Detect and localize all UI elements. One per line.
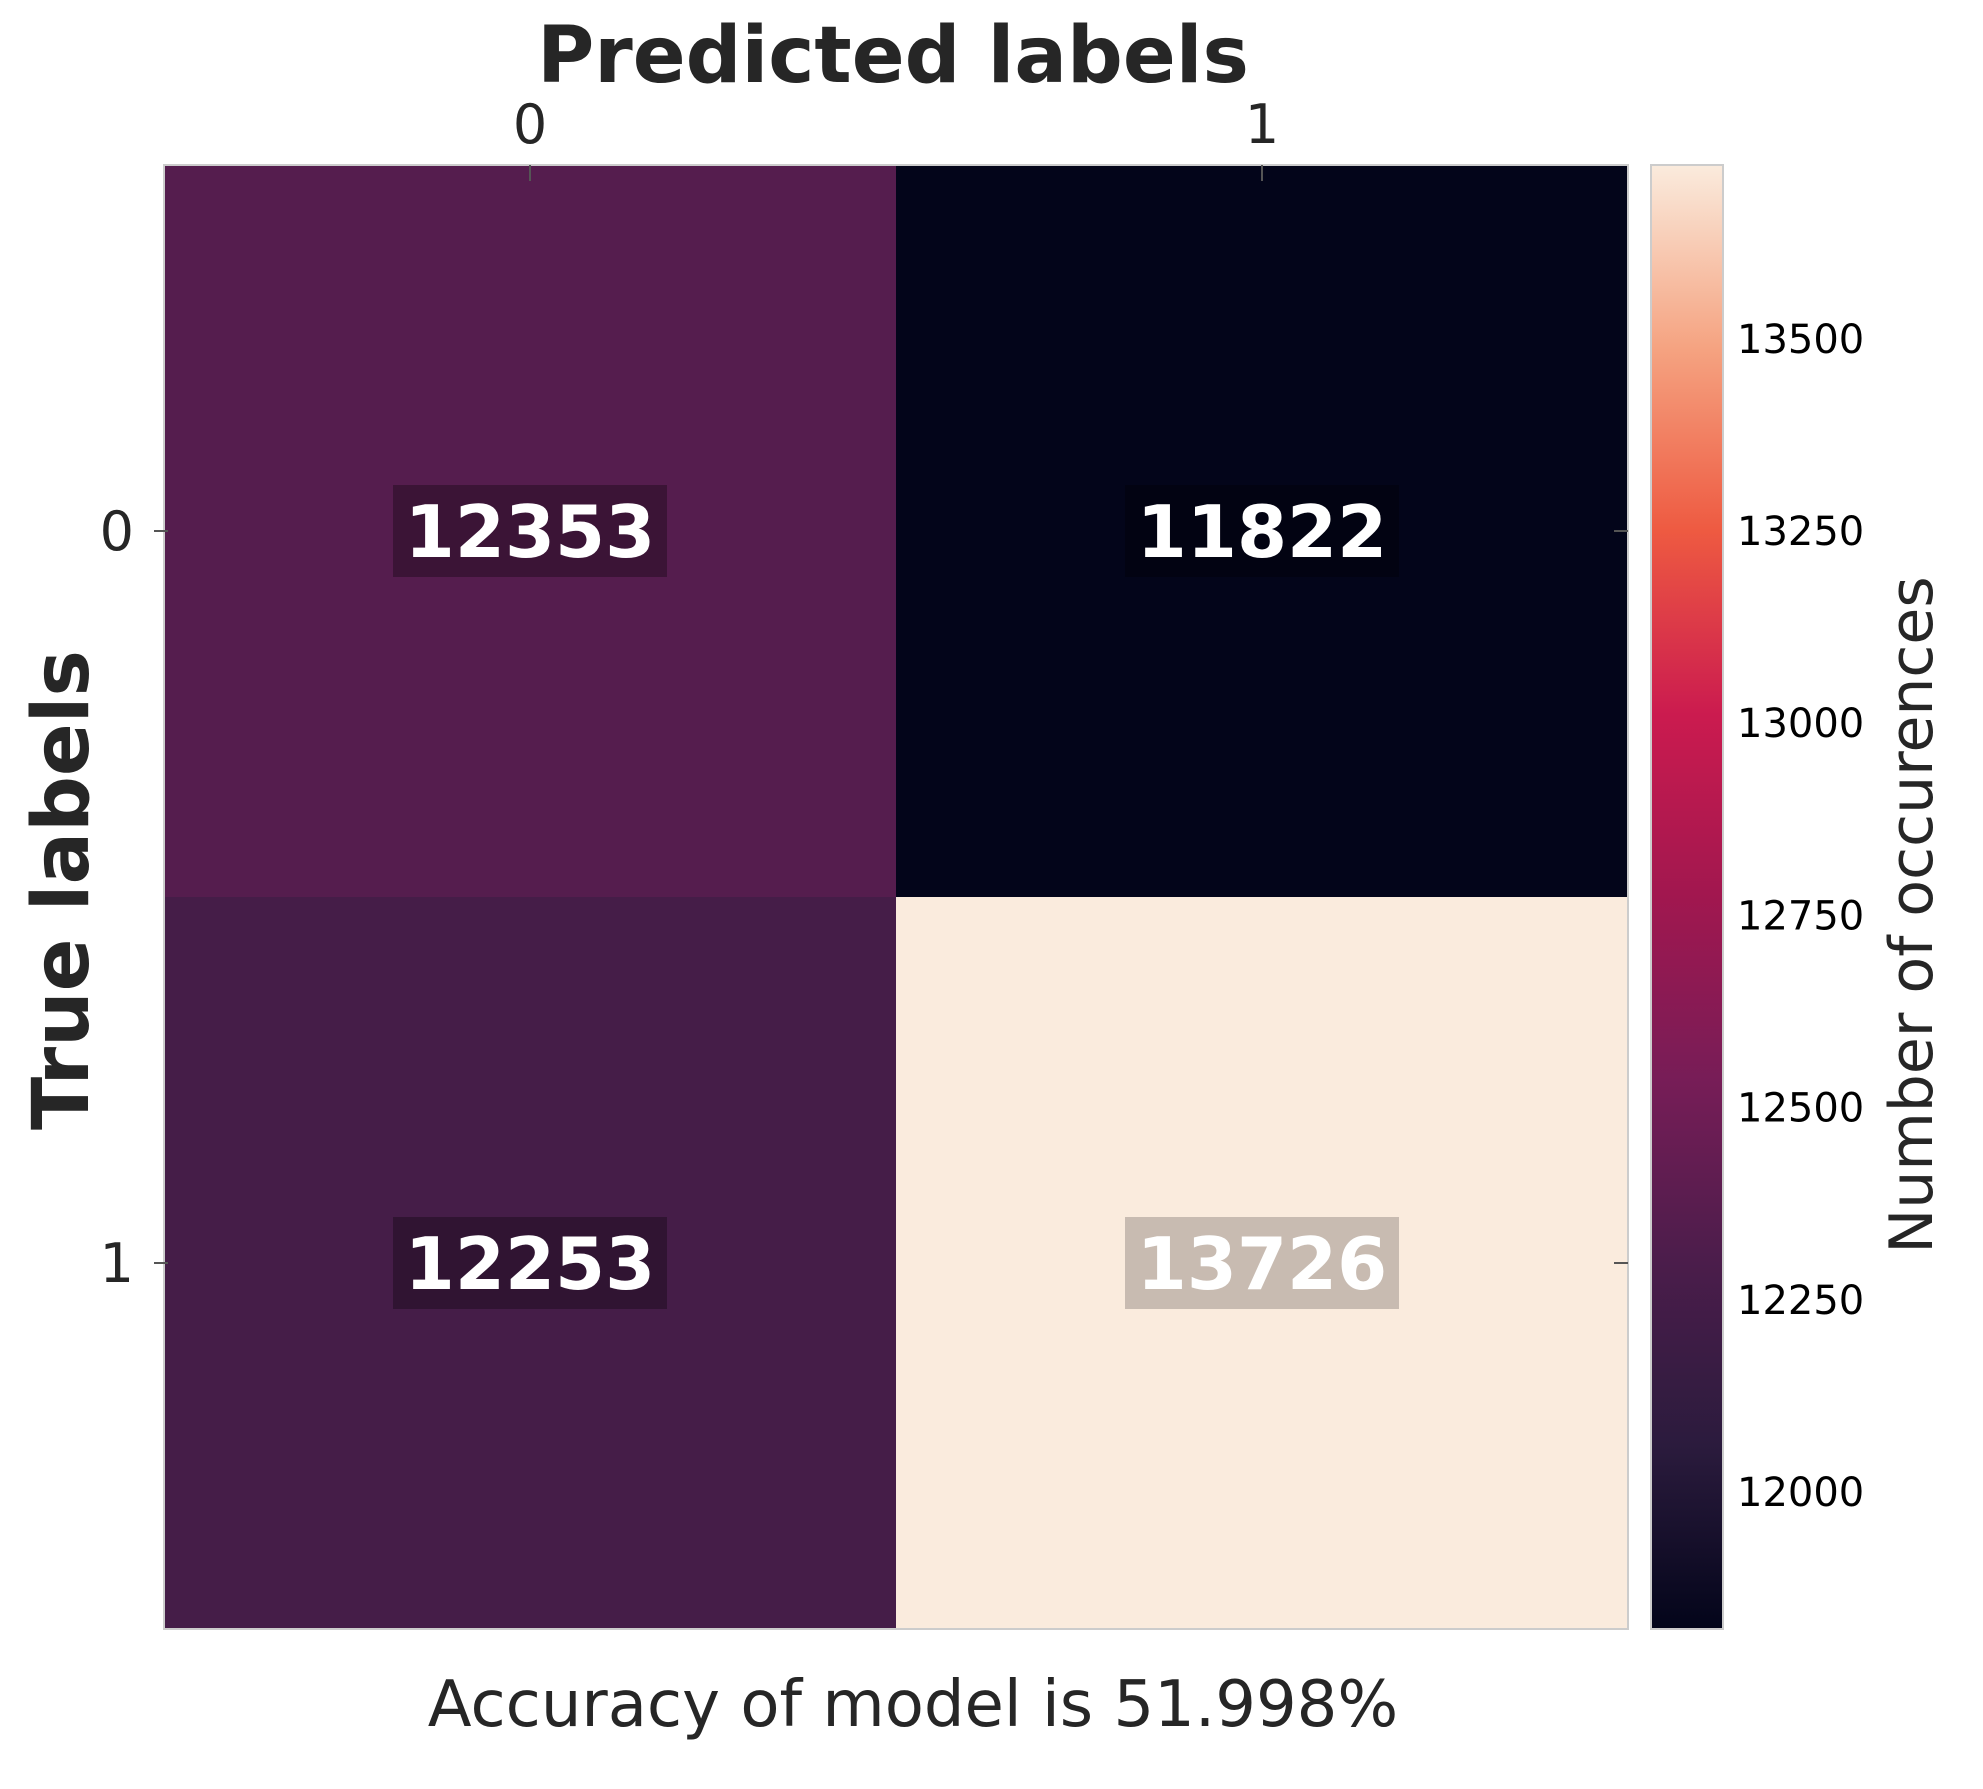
colorbar-tick-label-3: 12750	[1737, 893, 1864, 939]
heatmap-cell-0-0	[164, 165, 897, 898]
cell-annotation-box-1-0	[393, 1217, 667, 1309]
cell-annotation-box-1-1	[1125, 1217, 1399, 1309]
y-axis-label: True labels	[17, 650, 107, 1130]
cell-annotation-0-1: 11822	[1137, 490, 1388, 574]
y-tick-label-1: 1	[100, 1232, 134, 1295]
colorbar-gradient	[1650, 164, 1724, 1630]
x-axis-label: Predicted labels	[537, 11, 1249, 101]
colorbar-tick-label-0: 12000	[1737, 1470, 1864, 1516]
colorbar-label: Number of occurences	[1877, 576, 1947, 1253]
heatmap-cell-1-0	[164, 897, 897, 1630]
colorbar-tick-label-1: 12250	[1737, 1278, 1864, 1324]
colorbar-ticks: 12000 12250 12500 12750 13000 13250 13500	[1737, 317, 1864, 1516]
cell-annotation-1-0: 12253	[405, 1222, 656, 1306]
colorbar-tick-label-2: 12500	[1737, 1086, 1864, 1132]
x-tick-label-1: 1	[1245, 93, 1279, 156]
axis-ticks: 0 1 0 1	[100, 93, 1628, 1295]
colorbar: 12000 12250 12500 12750 13000 13250 13500 Numb…	[1650, 164, 1947, 1630]
colorbar-tick-label-4: 13000	[1737, 701, 1864, 747]
y-tick-label-0: 0	[100, 500, 134, 563]
cell-annotation-1-1: 13726	[1137, 1222, 1388, 1306]
heatmap-frame	[163, 164, 1629, 1630]
heatmap-cell-0-1	[896, 165, 1629, 898]
colorbar-tick-label-5: 13250	[1737, 509, 1864, 555]
cell-annotation-box-0-1	[1125, 485, 1399, 577]
cell-annotation-box-0-0	[393, 485, 667, 577]
colorbar-tick-label-6: 13500	[1737, 317, 1864, 363]
cell-annotation-0-0: 12353	[405, 490, 656, 574]
accuracy-caption: Accuracy of model is 51.998%	[428, 1668, 1398, 1742]
cell-annotations: 12353 11822 12253 13726	[393, 485, 1399, 1309]
heatmap-cells	[164, 165, 1629, 1630]
x-tick-label-0: 0	[513, 93, 547, 156]
